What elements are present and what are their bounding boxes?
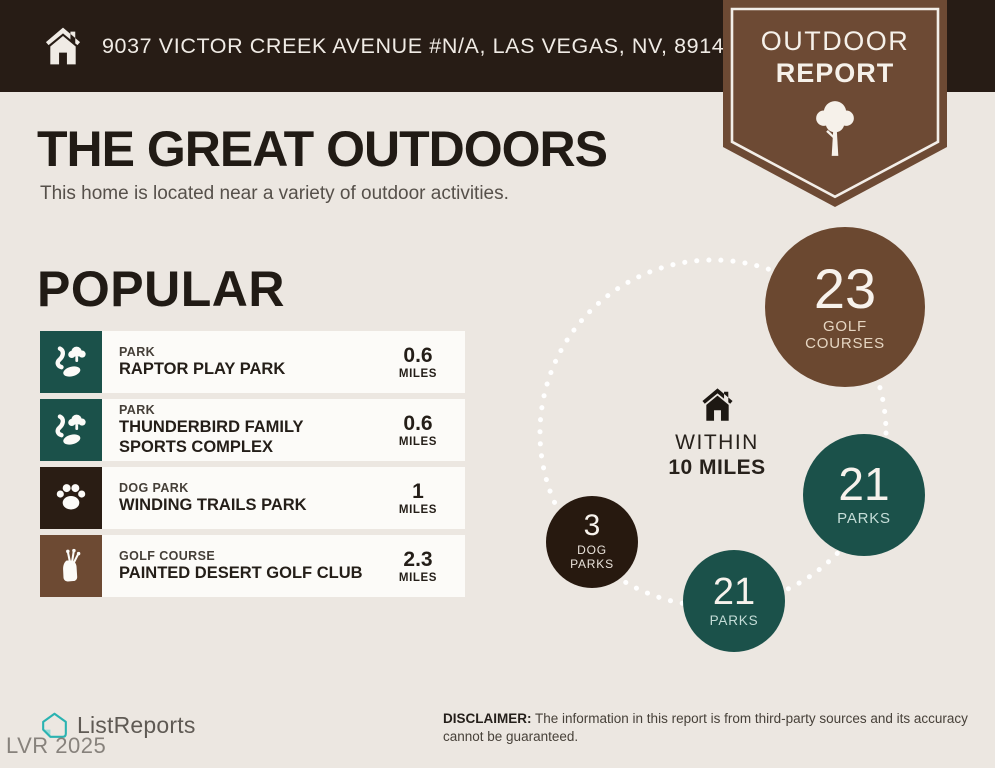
bubble-value: 23 [813,256,877,320]
bubble-value: 21 [712,570,756,613]
ribbon-title-line2: REPORT [775,58,895,88]
item-category: GOLF COURSE [119,548,216,563]
item-distance: 1 [412,479,424,503]
brand-name: ListReports [77,712,196,738]
item-distance-unit: MILES [398,571,438,584]
bubble-parks-right: 21 PARKS [803,434,925,556]
listreports-logo: ListReports [40,711,196,740]
page-subtitle: This home is located near a variety of o… [40,183,509,204]
within-label: WITHIN [675,431,759,454]
tree-icon [816,101,854,156]
popular-heading: POPULAR [37,261,285,317]
item-category: PARK [119,344,156,359]
ribbon-title-line1: OUTDOOR [760,26,910,56]
item-distance: 0.6 [403,343,433,367]
item-name: RAPTOR PLAY PARK [119,359,286,378]
park-icon [40,399,102,461]
list-item-painted-desert-golf-club: GOLF COURSE PAINTED DESERT GOLF CLUB 2.3… [40,535,465,597]
list-item-thunderbird-complex: PARK THUNDERBIRD FAMILY SPORTS COMPLEX 0… [40,399,465,461]
disclaimer-text: DISCLAIMER: The information in this repo… [443,711,968,744]
bubble-value: 21 [838,458,890,511]
item-name: PAINTED DESERT GOLF CLUB [119,563,363,582]
park-icon [40,331,102,393]
bubble-dog-parks: 3 DOG PARKS [546,496,638,588]
page-title: THE GREAT OUTDOORS [37,121,608,177]
item-name: THUNDERBIRD FAMILY SPORTS COMPLEX [119,418,304,456]
item-distance-unit: MILES [398,367,438,380]
item-distance: 0.6 [403,411,433,435]
home-icon [45,27,81,65]
golf-bag-icon [40,535,102,597]
item-name: WINDING TRAILS PARK [119,495,307,514]
outdoor-report-ribbon: OUTDOOR REPORT [723,0,947,207]
item-category: DOG PARK [119,480,189,495]
paw-icon [40,467,102,529]
list-item-winding-trails-park: DOG PARK WINDING TRAILS PARK 1 MILES [40,467,465,529]
bubble-value: 3 [583,509,601,543]
bubble-label: DOG PARKS [570,542,614,571]
home-icon [701,388,733,421]
bubble-label: PARKS [837,509,891,527]
bubble-parks-bottom: 21 PARKS [683,550,785,652]
watermark: LVR 2025 [6,733,107,758]
bubble-label: GOLF COURSES [805,317,885,353]
item-distance-unit: MILES [398,503,438,516]
radius-center-label: WITHIN 10 MILES [617,386,817,480]
item-distance: 2.3 [403,547,433,571]
listreports-logo-icon [42,712,67,738]
item-category: PARK [119,403,156,418]
bubble-golf-courses: 23 GOLF COURSES [765,227,925,387]
disclaimer-label: DISCLAIMER: [443,711,532,726]
bubble-label: PARKS [709,612,759,628]
list-item-raptor-play-park: PARK RAPTOR PLAY PARK 0.6 MILES [40,331,465,393]
item-distance-unit: MILES [398,435,438,448]
popular-list: PARK RAPTOR PLAY PARK 0.6 MILES [40,331,465,603]
property-address: 9037 VICTOR CREEK AVENUE #N/A, LAS VEGAS… [102,33,737,58]
radius-miles-label: 10 MILES [668,456,766,479]
